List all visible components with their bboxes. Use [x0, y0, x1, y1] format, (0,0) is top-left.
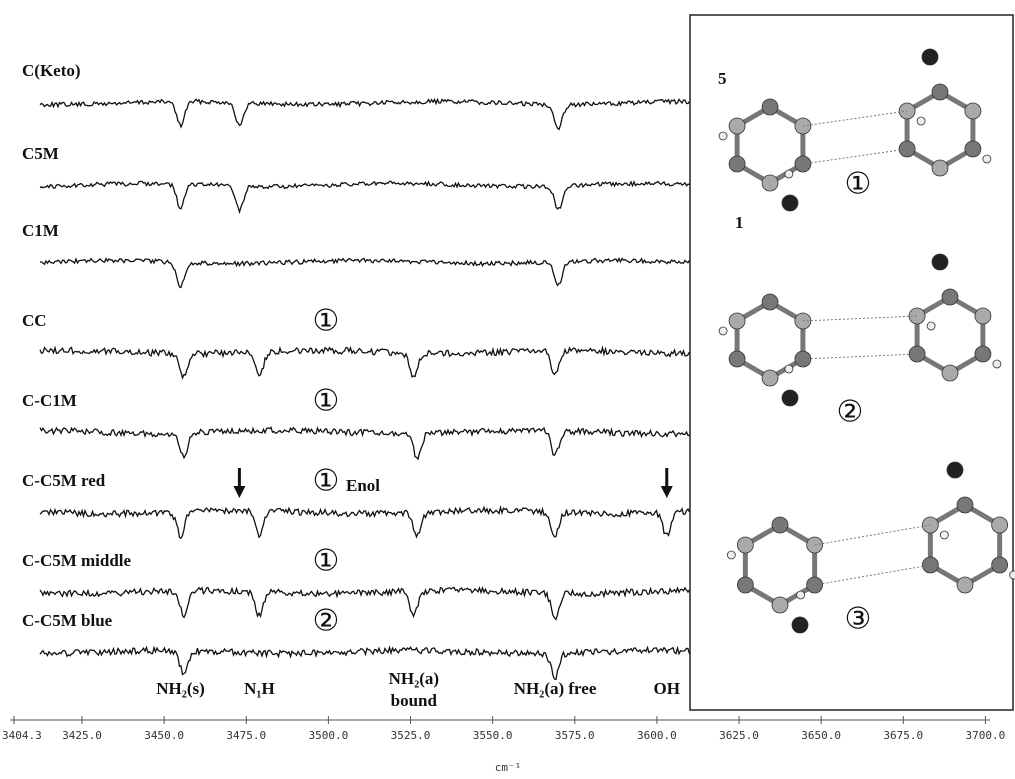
spectrum-trace	[40, 507, 690, 538]
atom	[922, 49, 938, 65]
structure-label: ③	[845, 602, 872, 637]
x-tick-label: 3525.0	[391, 729, 431, 742]
spectrum-trace	[40, 647, 690, 679]
spectrum-trace	[40, 348, 690, 378]
x-tick-label: 3404.3	[2, 729, 42, 742]
atom	[782, 390, 798, 406]
series-label: C-C1M	[22, 391, 77, 410]
band-label: NH₂(a) free	[514, 679, 597, 698]
spectrum-trace	[40, 181, 690, 212]
atom	[965, 141, 981, 157]
atom	[975, 308, 991, 324]
structure-marker: ②	[313, 604, 340, 639]
atom	[772, 597, 788, 613]
structure-marker: ①	[313, 544, 340, 579]
atom	[792, 617, 808, 633]
atom	[737, 537, 753, 553]
atom	[957, 497, 973, 513]
atom	[917, 117, 925, 125]
series-label: C-C5M red	[22, 471, 106, 490]
atom	[947, 462, 963, 478]
band-label: N₁H	[244, 679, 275, 698]
spectrum-trace	[40, 258, 690, 287]
atom	[932, 254, 948, 270]
structure-marker: ①	[313, 464, 340, 499]
atom	[727, 551, 735, 559]
atom-label: 1	[735, 213, 744, 232]
structure-marker: ①	[313, 304, 340, 339]
atom	[729, 351, 745, 367]
x-tick-label: 3425.0	[62, 729, 102, 742]
x-tick-label: 3450.0	[144, 729, 184, 742]
x-tick-label: 3575.0	[555, 729, 595, 742]
x-tick-label: 3600.0	[637, 729, 677, 742]
spectrum-trace	[40, 588, 690, 620]
atom	[927, 322, 935, 330]
atom	[762, 175, 778, 191]
atom	[965, 103, 981, 119]
inset-panel: 5 1 ① ② ③	[690, 15, 1015, 710]
atom	[762, 294, 778, 310]
spectrum-trace	[40, 99, 690, 129]
figure: 5 1 ① ② ③ 3404.3 3425.0 3450.0 3475.0 3500.0 3525…	[0, 0, 1015, 779]
atom	[942, 289, 958, 305]
atom	[785, 365, 793, 373]
atom	[993, 360, 1001, 368]
atom	[762, 370, 778, 386]
x-tick-label: 3550.0	[473, 729, 513, 742]
series-note: Enol	[346, 476, 380, 495]
atom	[983, 155, 991, 163]
atom	[719, 327, 727, 335]
atom	[992, 517, 1008, 533]
atom	[785, 170, 793, 178]
atom	[782, 195, 798, 211]
atom	[975, 346, 991, 362]
atom-label: 5	[718, 69, 727, 88]
series-label: C1M	[22, 221, 59, 240]
x-tick-label: 3650.0	[801, 729, 841, 742]
structure-label: ②	[837, 395, 864, 430]
series-label: C-C5M middle	[22, 551, 132, 570]
band-label: NH₂(a)bound	[389, 669, 439, 710]
x-tick-label: 3500.0	[309, 729, 349, 742]
atom	[729, 118, 745, 134]
atom	[942, 365, 958, 381]
atom	[957, 577, 973, 593]
spectrum-trace	[40, 427, 690, 459]
series-label: C-C5M blue	[22, 611, 113, 630]
x-tick-label: 3625.0	[719, 729, 759, 742]
x-tick-label: 3700.0	[966, 729, 1006, 742]
atom	[772, 517, 788, 533]
atom	[992, 557, 1008, 573]
atom	[797, 591, 805, 599]
series-label: CC	[22, 311, 47, 330]
band-label: NH₂(s)	[156, 679, 205, 698]
atom	[932, 84, 948, 100]
atom	[719, 132, 727, 140]
structure-marker: ①	[313, 384, 340, 419]
atom	[762, 99, 778, 115]
series-label: C(Keto)	[22, 61, 81, 80]
atom	[737, 577, 753, 593]
atom	[729, 313, 745, 329]
arrow-head	[233, 486, 245, 498]
atom	[1010, 571, 1015, 579]
series-label: C5M	[22, 144, 59, 163]
band-label: OH	[654, 679, 680, 698]
atom	[729, 156, 745, 172]
arrow-head	[661, 486, 673, 498]
structure-label: ①	[845, 167, 872, 202]
x-tick-label: 3475.0	[226, 729, 266, 742]
x-tick-label: 3675.0	[883, 729, 923, 742]
atom	[940, 531, 948, 539]
atom	[932, 160, 948, 176]
x-axis-label: cm⁻¹	[495, 761, 522, 774]
